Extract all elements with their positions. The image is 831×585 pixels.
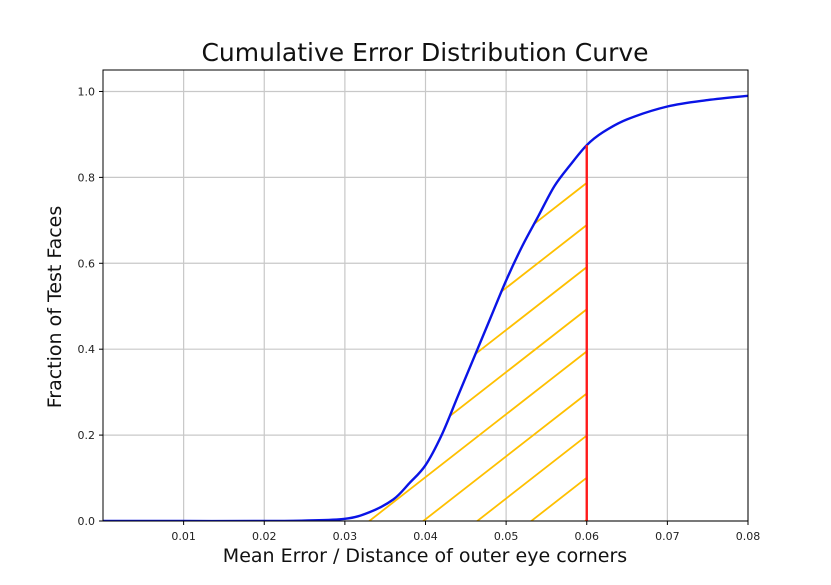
hatch-line (533, 145, 587, 521)
y-axis-ticks: 0.0 0.2 0.4 0.6 0.8 1.0 (78, 85, 103, 528)
hatch-line (103, 145, 587, 521)
hatch-line (425, 145, 587, 521)
x-tick-label: 0.07 (655, 530, 680, 543)
x-tick-label: 0.06 (575, 530, 600, 543)
y-tick-label: 0.0 (78, 515, 96, 528)
x-tick-label: 0.03 (333, 530, 358, 543)
y-tick-label: 0.8 (78, 171, 96, 184)
hatch-line (750, 62, 831, 561)
hatch-line (0, 62, 40, 561)
y-tick-label: 1.0 (78, 85, 96, 98)
y-tick-label: 0.2 (78, 429, 96, 442)
x-tick-label: 0.02 (252, 530, 277, 543)
hatch-line (804, 62, 831, 561)
y-tick-label: 0.6 (78, 257, 96, 270)
hatch-line (588, 62, 831, 561)
hatch-line (103, 145, 203, 521)
x-tick-label: 0.04 (413, 530, 438, 543)
hatch-line (155, 145, 587, 521)
hatch-line (209, 145, 587, 521)
shaded-region (0, 62, 831, 561)
hatch-line (103, 145, 527, 521)
chart-title: Cumulative Error Distribution Curve (201, 38, 648, 67)
hatch-line (479, 145, 587, 521)
hatch-line (103, 145, 257, 521)
y-tick-label: 0.4 (78, 343, 96, 356)
hatch-line (103, 145, 587, 521)
hatch-line (103, 145, 149, 521)
y-axis-label: Fraction of Test Faces (44, 206, 66, 409)
hatch-line (696, 62, 831, 561)
grid (103, 70, 749, 522)
x-axis-label: Mean Error / Distance of outer eye corne… (223, 545, 627, 567)
x-tick-label: 0.05 (494, 530, 519, 543)
cdf-series-line (103, 94, 748, 521)
x-tick-label: 0.08 (736, 530, 761, 543)
series-layer (103, 94, 748, 521)
hatch-line (263, 145, 587, 521)
hatch-line (317, 145, 587, 521)
hatch-line (371, 145, 587, 521)
hatch-line (103, 145, 587, 521)
x-axis-ticks: 0.01 0.02 0.03 0.04 0.05 0.06 0.07 0.08 (171, 521, 760, 543)
hatch-line (103, 145, 473, 521)
x-tick-label: 0.01 (171, 530, 196, 543)
hatch-line (642, 62, 831, 561)
